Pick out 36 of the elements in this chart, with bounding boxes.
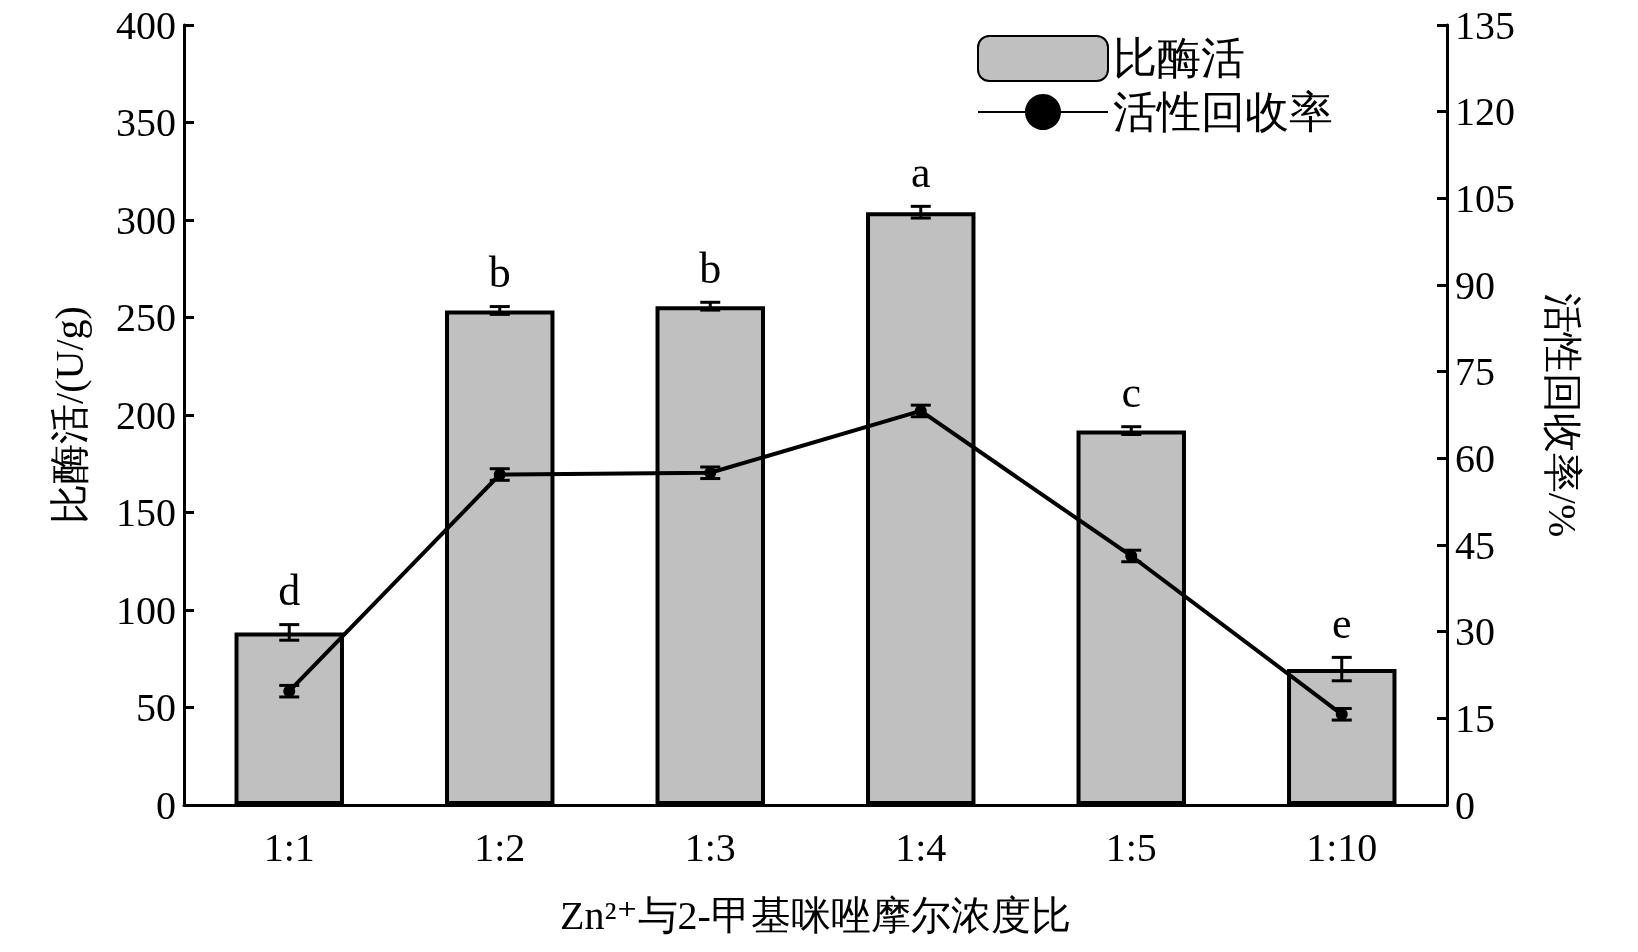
y-axis-title: 比酶活/(U/g) — [46, 306, 92, 524]
annotation: d — [278, 566, 301, 616]
x-tick-label: 1:5 — [1105, 824, 1157, 870]
x-tick-label: 1:4 — [895, 824, 947, 870]
y2-tick-label: 30 — [1455, 609, 1495, 655]
y-tick-label: 200 — [116, 392, 176, 438]
annotation: b — [488, 248, 511, 298]
x-tick-label: 1:1 — [263, 824, 315, 870]
legend-label: 比酶活 — [1113, 34, 1245, 83]
annotation: c — [1121, 368, 1142, 418]
y2-tick-label: 75 — [1455, 349, 1495, 395]
y-tick-label: 250 — [116, 295, 176, 340]
x-tick-label: 1:2 — [474, 824, 526, 870]
x-tick-label: 1:10 — [1306, 824, 1378, 870]
y2-tick-label: 135 — [1455, 2, 1515, 48]
y2-tick-label: 45 — [1455, 522, 1495, 568]
y2-tick-label: 60 — [1455, 435, 1495, 481]
y-tick-label: 350 — [116, 100, 176, 145]
y-tick-label: 100 — [116, 587, 176, 633]
y-tick-label: 50 — [136, 685, 176, 730]
x-axis-title: Zn²⁺与2-甲基咪唑摩尔浓度比 — [560, 892, 1071, 938]
y2-axis-title: 活性回收率/% — [1539, 292, 1585, 538]
y-tick-label: 300 — [116, 197, 176, 243]
legend-label: 活性回收率 — [1113, 87, 1333, 137]
annotation: e — [1331, 598, 1352, 648]
y2-tick-label: 0 — [1455, 782, 1475, 828]
annotation: b — [699, 243, 722, 293]
y-tick-label: 0 — [156, 782, 176, 828]
y-tick-label: 400 — [116, 2, 176, 48]
y2-tick-label: 15 — [1455, 695, 1495, 741]
y-tick-label: 150 — [116, 490, 176, 535]
y2-tick-label: 90 — [1455, 262, 1495, 308]
y2-tick-label: 120 — [1455, 89, 1515, 135]
annotation: a — [910, 147, 931, 197]
x-tick-label: 1:3 — [684, 824, 736, 870]
y2-tick-label: 105 — [1455, 175, 1515, 221]
